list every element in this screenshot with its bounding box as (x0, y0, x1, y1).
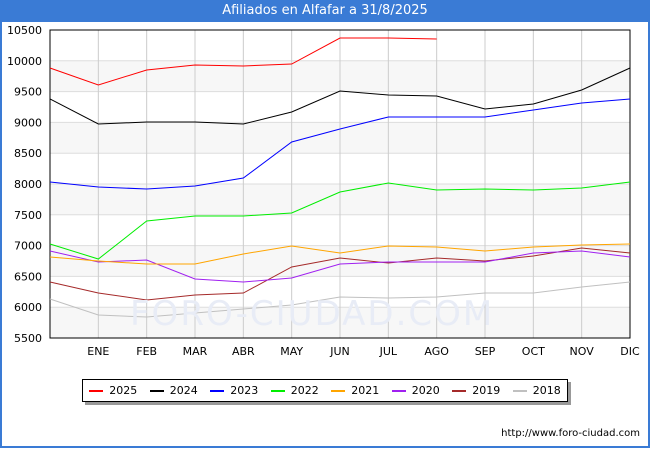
credit-link[interactable]: http://www.foro-ciudad.com (501, 428, 640, 439)
y-tick-label: 6000 (14, 301, 42, 314)
chart-title: Afiliados en Alfafar a 31/8/2025 (0, 0, 650, 22)
y-tick-label: 8000 (14, 178, 42, 191)
x-tick-label: FEB (136, 345, 157, 358)
legend-item-2020: 2020 (391, 384, 440, 397)
legend-item-2025: 2025 (89, 384, 137, 397)
y-tick-label: 10500 (7, 24, 42, 37)
legend-swatch (391, 389, 406, 392)
legend-swatch (512, 389, 527, 392)
x-tick-label: NOV (570, 345, 595, 358)
legend-item-2024: 2024 (149, 384, 198, 397)
y-tick-label: 7000 (14, 240, 42, 253)
legend-label: 2021 (351, 384, 380, 397)
legend-swatch (331, 389, 346, 392)
series-line-2024 (49, 67, 631, 125)
legend-swatch (89, 389, 104, 392)
x-tick-label: JUN (329, 345, 350, 358)
x-tick-label: SEP (475, 345, 496, 358)
x-tick-label: ABR (232, 345, 255, 358)
legend-label: 2019 (472, 384, 501, 397)
legend-label: 2023 (230, 384, 259, 397)
y-tick-label: 10000 (7, 55, 42, 68)
legend: 2025 2024 2023 2022 2021 2020 2019 2018 (82, 379, 568, 402)
y-tick-label: 9000 (14, 116, 42, 129)
series-line-2022 (49, 181, 631, 260)
legend-label: 2020 (411, 384, 440, 397)
legend-item-2023: 2023 (210, 384, 258, 397)
series-line-2020 (49, 250, 631, 283)
legend-item-2021: 2021 (331, 384, 379, 397)
legend-swatch (452, 389, 467, 392)
legend-item-2019: 2019 (452, 384, 500, 397)
x-tick-label: MAY (280, 345, 303, 358)
x-tick-label: OCT (522, 345, 545, 358)
watermark: FORO-CIUDAD.COM (130, 294, 495, 334)
series-line-2019 (49, 247, 631, 301)
x-tick-label: AGO (424, 345, 449, 358)
x-tick-label: MAR (183, 345, 208, 358)
plot-border (49, 29, 631, 339)
y-tick-label: 7500 (14, 209, 42, 222)
legend-label: 2024 (169, 384, 198, 397)
legend-item-2018: 2018 (512, 384, 561, 397)
series-line-2021 (49, 243, 631, 265)
legend-item-2022: 2022 (270, 384, 319, 397)
y-tick-label: 5500 (14, 332, 42, 345)
x-tick-label: ENE (87, 345, 109, 358)
legend-label: 2022 (290, 384, 319, 397)
legend-label: 2018 (532, 384, 561, 397)
y-tick-label: 8500 (14, 147, 42, 160)
x-tick-label: DIC (620, 345, 640, 358)
legend-swatch (270, 389, 285, 392)
legend-swatch (210, 389, 225, 392)
legend-swatch (149, 389, 164, 392)
series-line-2025 (49, 37, 437, 86)
x-tick-label: JUL (379, 345, 398, 358)
legend-label: 2025 (109, 384, 138, 397)
series-line-2023 (49, 98, 631, 190)
y-tick-label: 6500 (14, 270, 42, 283)
y-tick-label: 9500 (14, 86, 42, 99)
series-line-2018 (49, 281, 631, 318)
